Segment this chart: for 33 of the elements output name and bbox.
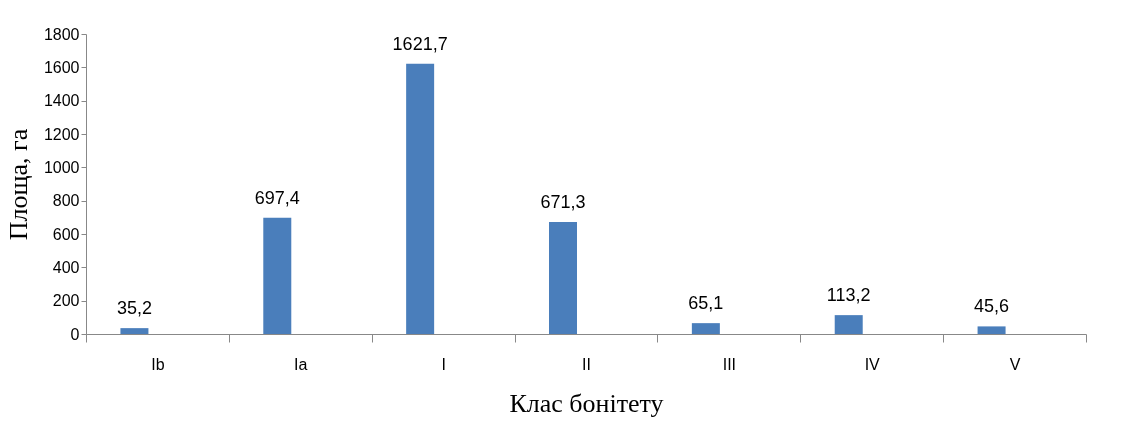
y-tick-label: 0 xyxy=(70,325,80,343)
y-tick-label: 200 xyxy=(52,292,80,310)
bar xyxy=(977,326,1006,334)
bar xyxy=(406,63,435,334)
bar xyxy=(834,315,863,334)
x-tick-label: IV xyxy=(864,355,881,373)
x-axis-title: Клас бонітету xyxy=(509,388,664,418)
data-label: 35,2 xyxy=(116,298,152,319)
data-label: 697,4 xyxy=(254,187,300,208)
y-tick-label: 1400 xyxy=(43,92,80,110)
y-tick-label: 800 xyxy=(52,192,80,210)
x-tick-label: III xyxy=(722,355,737,373)
y-tick-label: 400 xyxy=(52,258,80,276)
bar xyxy=(120,328,149,334)
y-tick-label: 1200 xyxy=(43,125,80,143)
bar xyxy=(691,323,720,334)
y-tick-label: 1800 xyxy=(43,25,80,43)
x-tick-label: Ib xyxy=(151,355,165,373)
x-tick-label: I xyxy=(441,355,446,373)
y-axis-title: Площа, га xyxy=(3,128,33,241)
bar xyxy=(549,222,577,334)
y-tick-label: 1000 xyxy=(43,158,80,176)
x-tick-label: V xyxy=(1009,355,1021,373)
bar xyxy=(263,217,292,334)
data-label: 671,3 xyxy=(540,192,586,213)
y-tick-label: 1600 xyxy=(43,58,80,76)
data-label: 65,1 xyxy=(688,293,724,314)
data-label: 113,2 xyxy=(826,285,871,306)
data-label: 45,6 xyxy=(974,296,1010,317)
x-tick-label: II xyxy=(582,355,591,373)
data-label: 1621,7 xyxy=(392,33,448,54)
x-tick-label: Ia xyxy=(294,355,308,373)
y-tick-label: 600 xyxy=(52,225,80,243)
